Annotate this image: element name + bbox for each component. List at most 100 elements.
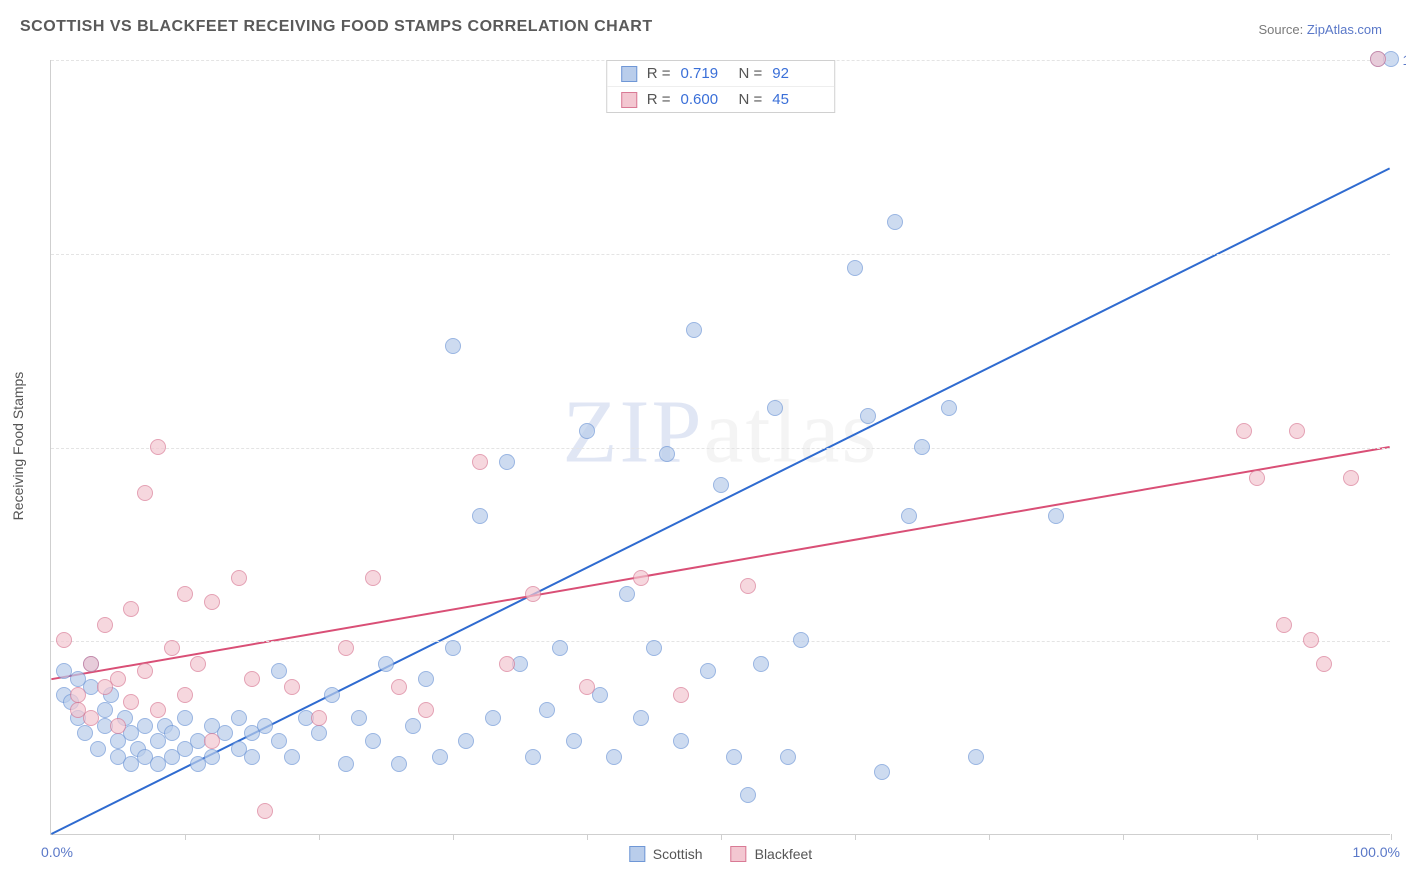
- data-point-scottish: [177, 710, 193, 726]
- data-point-blackfeet: [338, 640, 354, 656]
- data-point-blackfeet: [137, 663, 153, 679]
- data-point-scottish: [378, 656, 394, 672]
- x-tick: [989, 834, 990, 840]
- data-point-scottish: [686, 322, 702, 338]
- gridline: [51, 254, 1390, 255]
- x-axis-min-label: 0.0%: [41, 844, 73, 860]
- data-point-scottish: [137, 718, 153, 734]
- x-tick: [453, 834, 454, 840]
- r-value-blackfeet: 0.600: [681, 91, 729, 108]
- data-point-scottish: [579, 423, 595, 439]
- n-label: N =: [739, 91, 763, 108]
- data-point-scottish: [338, 756, 354, 772]
- data-point-scottish: [271, 733, 287, 749]
- n-label: N =: [739, 65, 763, 82]
- legend-row-blackfeet: R = 0.600 N = 45: [607, 86, 835, 112]
- data-point-blackfeet: [1343, 470, 1359, 486]
- data-point-scottish: [525, 749, 541, 765]
- correlation-legend: R = 0.719 N = 92 R = 0.600 N = 45: [606, 60, 836, 113]
- data-point-scottish: [941, 400, 957, 416]
- data-point-scottish: [231, 710, 247, 726]
- chart-title: SCOTTISH VS BLACKFEET RECEIVING FOOD STA…: [20, 18, 653, 36]
- data-point-scottish: [499, 454, 515, 470]
- data-point-scottish: [365, 733, 381, 749]
- data-point-scottish: [659, 446, 675, 462]
- data-point-scottish: [418, 671, 434, 687]
- data-point-scottish: [257, 718, 273, 734]
- legend-row-scottish: R = 0.719 N = 92: [607, 61, 835, 86]
- data-point-blackfeet: [244, 671, 260, 687]
- data-point-blackfeet: [499, 656, 515, 672]
- data-point-scottish: [311, 725, 327, 741]
- data-point-blackfeet: [231, 570, 247, 586]
- swatch-scottish-bottom: [629, 846, 645, 862]
- data-point-blackfeet: [365, 570, 381, 586]
- data-point-scottish: [619, 586, 635, 602]
- legend-item-blackfeet: Blackfeet: [731, 846, 813, 862]
- data-point-scottish: [539, 702, 555, 718]
- data-point-blackfeet: [56, 632, 72, 648]
- data-point-scottish: [77, 725, 93, 741]
- data-point-scottish: [391, 756, 407, 772]
- swatch-blackfeet: [621, 92, 637, 108]
- data-point-blackfeet: [164, 640, 180, 656]
- data-point-blackfeet: [1303, 632, 1319, 648]
- data-point-scottish: [204, 749, 220, 765]
- y-axis-label: Receiving Food Stamps: [10, 372, 26, 521]
- data-point-scottish: [874, 764, 890, 780]
- legend-item-scottish: Scottish: [629, 846, 703, 862]
- source-link[interactable]: ZipAtlas.com: [1307, 22, 1382, 37]
- data-point-scottish: [552, 640, 568, 656]
- source-attribution: Source: ZipAtlas.com: [1258, 22, 1382, 37]
- data-point-scottish: [740, 787, 756, 803]
- data-point-blackfeet: [83, 710, 99, 726]
- x-tick: [721, 834, 722, 840]
- swatch-scottish: [621, 66, 637, 82]
- data-point-blackfeet: [1289, 423, 1305, 439]
- data-point-scottish: [713, 477, 729, 493]
- data-point-blackfeet: [110, 671, 126, 687]
- data-point-scottish: [780, 749, 796, 765]
- data-point-blackfeet: [190, 656, 206, 672]
- data-point-blackfeet: [177, 687, 193, 703]
- gridline: [51, 448, 1390, 449]
- y-tick-label: 100.0%: [1403, 52, 1406, 68]
- x-tick: [587, 834, 588, 840]
- data-point-blackfeet: [150, 439, 166, 455]
- data-point-scottish: [592, 687, 608, 703]
- data-point-scottish: [673, 733, 689, 749]
- data-point-scottish: [284, 749, 300, 765]
- data-point-blackfeet: [391, 679, 407, 695]
- data-point-blackfeet: [633, 570, 649, 586]
- swatch-blackfeet-bottom: [731, 846, 747, 862]
- x-axis-max-label: 100.0%: [1353, 844, 1400, 860]
- data-point-blackfeet: [204, 733, 220, 749]
- x-tick: [855, 834, 856, 840]
- data-point-blackfeet: [311, 710, 327, 726]
- data-point-scottish: [646, 640, 662, 656]
- data-point-blackfeet: [150, 702, 166, 718]
- series-legend: Scottish Blackfeet: [629, 846, 812, 862]
- n-value-scottish: 92: [772, 65, 820, 82]
- data-point-scottish: [90, 741, 106, 757]
- x-tick: [185, 834, 186, 840]
- x-tick: [1257, 834, 1258, 840]
- data-point-scottish: [485, 710, 501, 726]
- data-point-scottish: [405, 718, 421, 734]
- data-point-scottish: [700, 663, 716, 679]
- data-point-blackfeet: [284, 679, 300, 695]
- data-point-scottish: [847, 260, 863, 276]
- data-point-scottish: [887, 214, 903, 230]
- data-point-scottish: [432, 749, 448, 765]
- data-point-blackfeet: [740, 578, 756, 594]
- data-point-blackfeet: [1370, 51, 1386, 67]
- data-point-blackfeet: [70, 687, 86, 703]
- data-point-scottish: [767, 400, 783, 416]
- data-point-blackfeet: [472, 454, 488, 470]
- data-point-blackfeet: [97, 617, 113, 633]
- gridline: [51, 641, 1390, 642]
- data-point-blackfeet: [204, 594, 220, 610]
- data-point-scottish: [860, 408, 876, 424]
- source-label: Source:: [1258, 22, 1306, 37]
- data-point-blackfeet: [418, 702, 434, 718]
